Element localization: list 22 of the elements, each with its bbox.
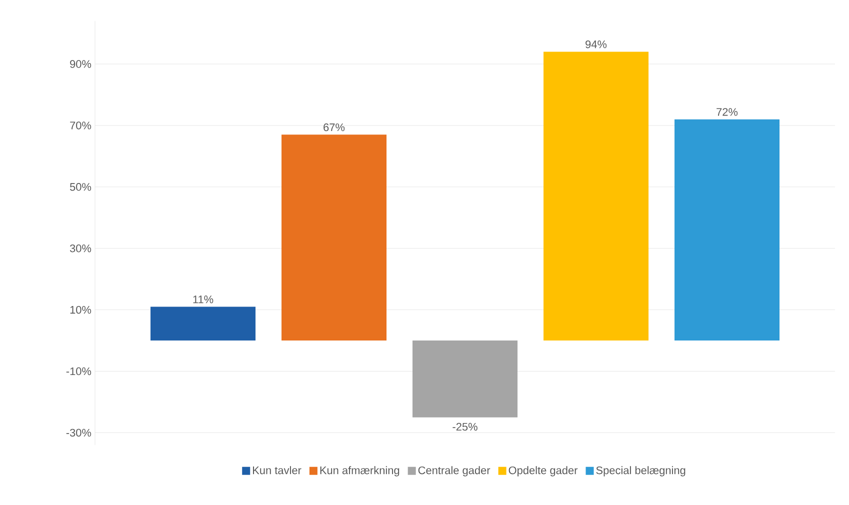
legend-label: Kun afmærkning xyxy=(320,466,400,476)
legend-label: Opdelte gader xyxy=(508,466,578,476)
data-label: 72% xyxy=(716,108,738,116)
legend-label: Kun tavler xyxy=(253,466,302,474)
bar xyxy=(544,52,649,341)
y-tick-label: 90% xyxy=(70,60,92,68)
y-tick-label: -10% xyxy=(66,367,92,376)
data-label: 94% xyxy=(586,40,607,48)
bar xyxy=(282,134,387,341)
data-label: -25% xyxy=(452,422,478,431)
y-tick-label: 50% xyxy=(70,183,92,191)
y-tick-label: 30% xyxy=(70,244,92,252)
y-tick-label: -30% xyxy=(66,428,92,437)
y-tick-label: 10% xyxy=(70,306,92,314)
bar xyxy=(674,119,780,341)
legend-label: Centrale gader xyxy=(418,466,490,476)
data-label: 11% xyxy=(193,296,214,304)
legend-label: Special belægning xyxy=(596,466,686,476)
bar xyxy=(150,306,256,341)
data-label: 67% xyxy=(324,123,345,132)
bar xyxy=(412,340,518,418)
y-tick-label: 70% xyxy=(70,122,92,130)
